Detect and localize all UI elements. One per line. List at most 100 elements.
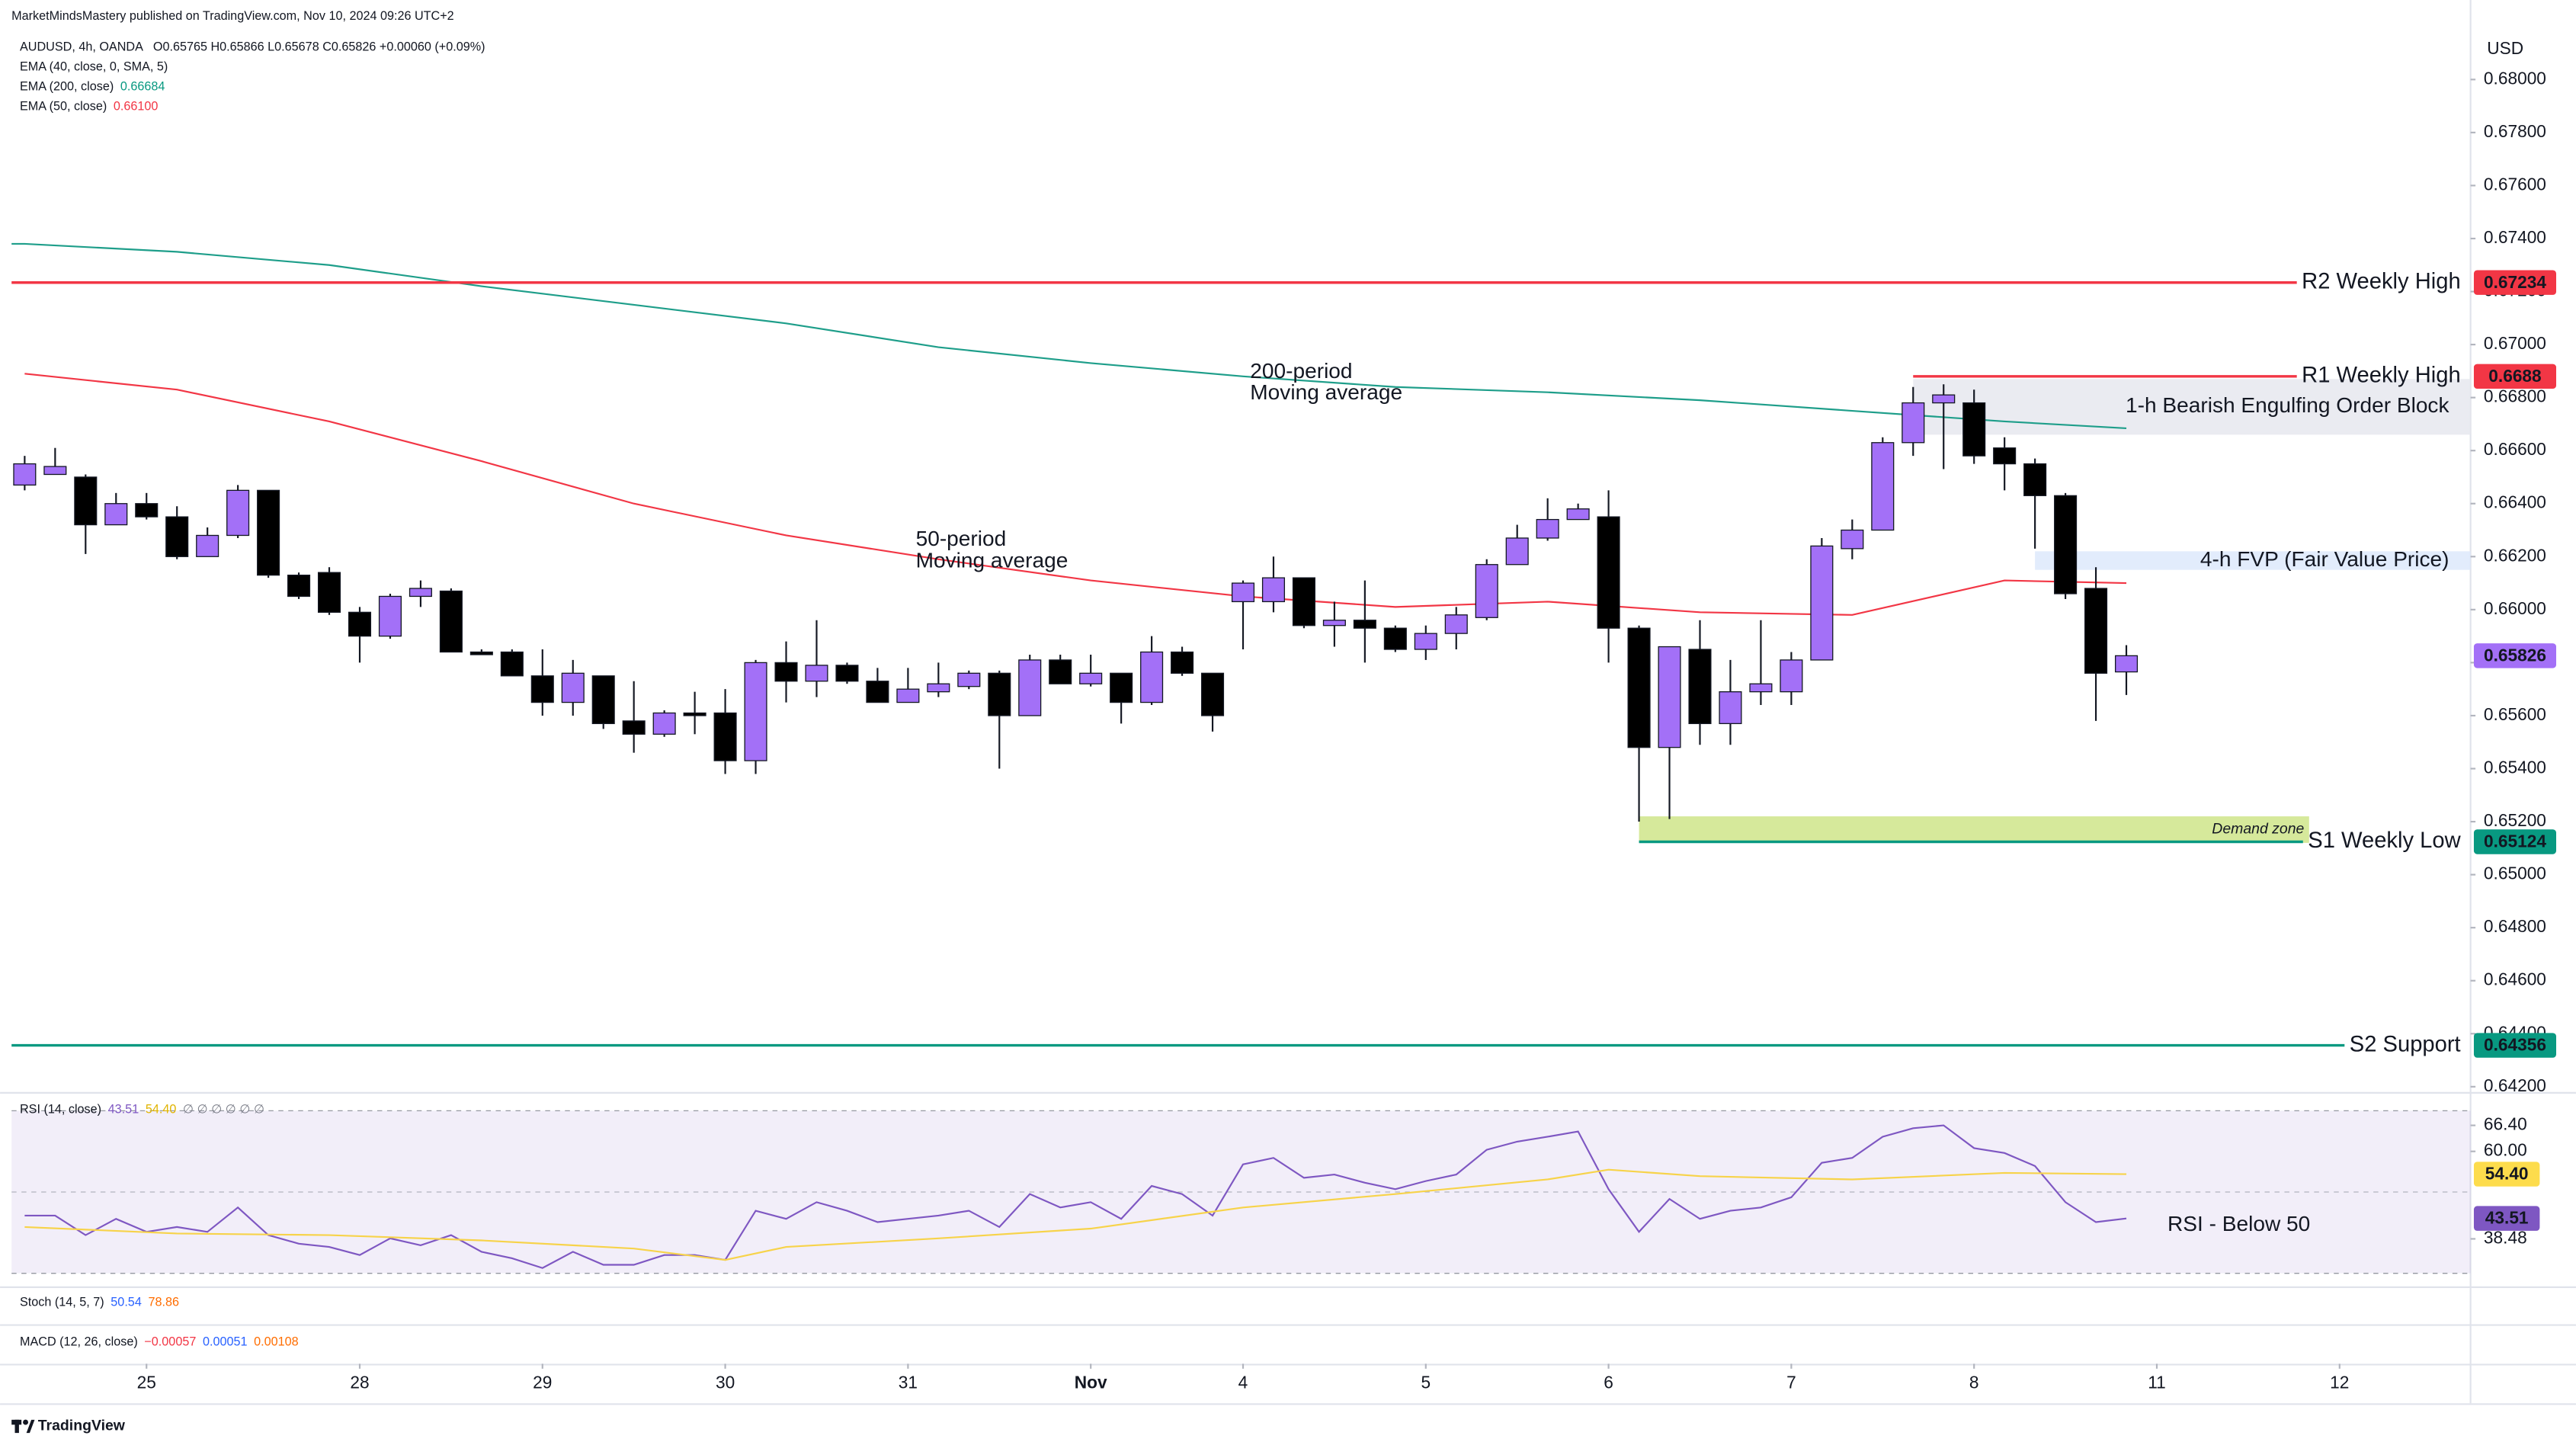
rsi-legend: RSI (14, close) 43.51 54.40 ∅ ∅ ∅ ∅ ∅ ∅	[20, 1103, 264, 1117]
candle-body	[2023, 463, 2047, 496]
candle-body	[774, 662, 798, 682]
candle-body	[1414, 633, 1437, 650]
y-tick-label: 0.65000	[2484, 864, 2546, 883]
candle-body	[1932, 394, 1956, 404]
y-tick-label: 0.65400	[2484, 758, 2546, 777]
candle-body	[13, 463, 37, 486]
logo-part	[14, 1419, 19, 1434]
candle-body	[104, 503, 128, 526]
indicator-legend: EMA (40, close, 0, SMA, 5)	[20, 60, 168, 74]
x-tick-label: 4	[1238, 1372, 1248, 1392]
candle-body	[591, 675, 615, 725]
price-tag-label: 0.64356	[2484, 1035, 2546, 1055]
candle-body	[683, 712, 706, 716]
candle-body	[1871, 442, 1895, 531]
candle-body	[2084, 588, 2108, 674]
candle-body	[1079, 672, 1103, 684]
logo-part	[26, 1419, 35, 1434]
candle-body	[196, 534, 219, 557]
moving-average-line	[24, 373, 2127, 616]
candle-body	[1719, 691, 1742, 725]
tradingview-logo	[11, 1419, 35, 1434]
candle-body	[866, 681, 889, 703]
candle-body	[1780, 659, 1803, 693]
candle-body	[1261, 577, 1286, 603]
rsi-annotation: RSI - Below 50	[2167, 1212, 2310, 1235]
x-tick-label: 5	[1421, 1372, 1431, 1392]
candle-body	[500, 651, 524, 677]
y-tick-label: 0.64800	[2484, 916, 2546, 936]
candle-body	[1993, 447, 2017, 465]
moving-average-label: 50-period	[916, 527, 1007, 550]
y-tick-label: 0.64600	[2484, 969, 2546, 989]
price-tag	[2473, 1033, 2557, 1058]
y-tick-label: 0.68000	[2484, 68, 2546, 88]
zone-label: 1-h Bearish Engulfing Order Block	[2126, 393, 2449, 417]
ohlc: O0.65765 H0.65866 L0.65678 C0.65826 +0.0…	[153, 40, 485, 54]
y-tick-label: 66.40	[2484, 1114, 2527, 1134]
price-tag-label: 0.65124	[2484, 832, 2546, 851]
candle-body	[927, 683, 950, 693]
moving-average-line	[11, 242, 2127, 430]
candle-body	[988, 672, 1011, 716]
y-tick-label: 0.66400	[2484, 492, 2546, 512]
candle-body	[287, 574, 311, 598]
indicator-value: 0.66100	[114, 100, 159, 114]
pane-value: 0.00051	[203, 1335, 248, 1349]
zone	[2035, 551, 2471, 570]
indicator-value: 0.66684	[120, 80, 165, 94]
candle-body	[1292, 577, 1315, 626]
x-tick-label: 7	[1786, 1372, 1796, 1392]
price-tag	[2473, 829, 2557, 854]
candle-body	[2114, 655, 2139, 673]
level-label: R1 Weekly High	[2302, 364, 2461, 388]
y-tick-label: 0.67400	[2484, 227, 2546, 247]
zone-label: 4-h FVP (Fair Value Price)	[2200, 547, 2449, 571]
candle-body	[1841, 529, 1864, 550]
y-tick-label: 0.66000	[2484, 598, 2546, 618]
candle-body	[805, 665, 828, 682]
y-tick-label: 0.65600	[2484, 704, 2546, 724]
candle-body	[744, 662, 767, 761]
logo-part	[23, 1419, 29, 1425]
candle-body	[43, 466, 67, 476]
x-tick-label: 12	[2330, 1372, 2349, 1392]
candle-body	[439, 590, 463, 653]
price-tag-label: 43.51	[2485, 1208, 2529, 1228]
pane-legend: Stoch (14, 5, 7) 50.54 78.86	[20, 1296, 179, 1309]
candle-body	[1810, 545, 1834, 661]
candle-body	[1475, 564, 1498, 618]
zone	[1913, 379, 2471, 435]
moving-average-label: 200-period	[1250, 359, 1352, 383]
candle-body	[713, 712, 737, 761]
y-tick-label: 60.00	[2484, 1140, 2527, 1160]
y-tick-label: 0.64200	[2484, 1075, 2546, 1095]
footer-brand: TradingView	[38, 1418, 126, 1434]
symbol: AUDUSD, 4h, OANDA	[20, 40, 143, 54]
candle-body	[226, 489, 250, 537]
candle-body	[1444, 614, 1468, 634]
candle-body	[896, 688, 920, 703]
y-tick-label: 0.67800	[2484, 121, 2546, 141]
level-label: S2 Support	[2350, 1032, 2461, 1056]
x-tick-label: 25	[137, 1372, 156, 1392]
candle-body	[1536, 518, 1559, 539]
candle-body	[1018, 659, 1042, 716]
candle-body	[957, 672, 981, 687]
candle-body	[1201, 672, 1225, 716]
price-tag-label: 0.67234	[2484, 272, 2546, 292]
candle-body	[1049, 659, 1072, 684]
price-tag	[2473, 1162, 2540, 1187]
y-tick-label: 0.66800	[2484, 386, 2546, 406]
pane-value: 50.54	[111, 1296, 142, 1309]
y-tick-label: 0.66200	[2484, 545, 2546, 565]
price-tag	[2473, 270, 2557, 295]
candle-body	[1171, 651, 1194, 674]
level-label: S1 Weekly Low	[2308, 828, 2461, 853]
candle-body	[469, 651, 493, 655]
price-tag	[2473, 364, 2557, 389]
symbol-line: AUDUSD, 4h, OANDA O0.65765 H0.65866 L0.65…	[20, 40, 485, 54]
candle-body	[1962, 402, 1986, 457]
